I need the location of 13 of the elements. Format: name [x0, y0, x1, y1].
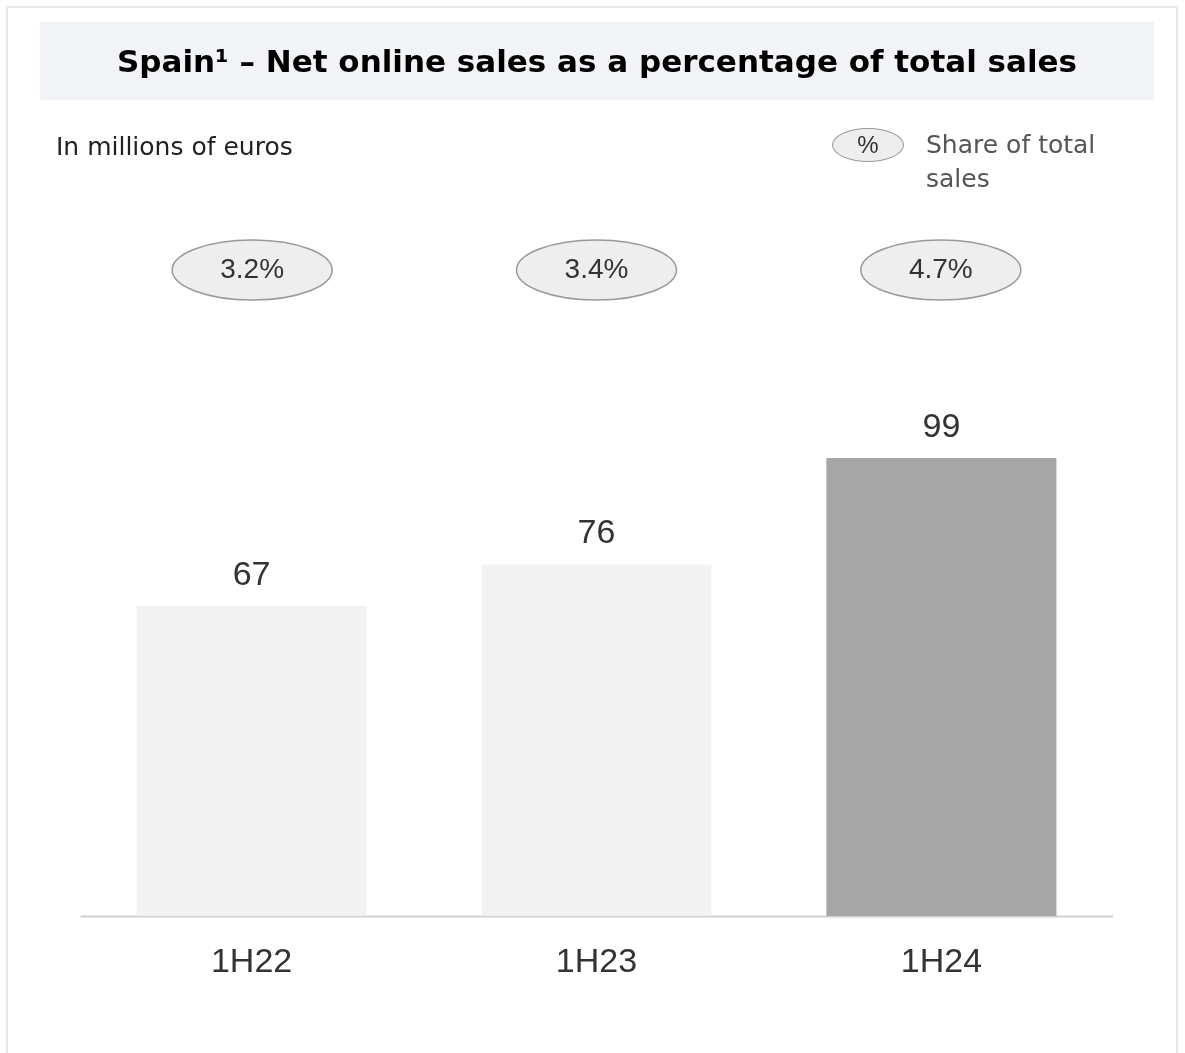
- x-tick-label: 1H24: [900, 940, 983, 979]
- data-label: 67: [232, 554, 271, 593]
- data-label: 76: [577, 512, 616, 551]
- text: 3.4%: [564, 253, 629, 284]
- text: 3.2%: [220, 253, 285, 284]
- text: 4.7%: [908, 253, 973, 284]
- x-tick-label: 1H22: [210, 940, 293, 979]
- data-label: 99: [922, 406, 961, 444]
- chart-subtitle: In millions of euros: [56, 132, 293, 161]
- text: Share of total sales: [926, 129, 1097, 195]
- ellipse-badge: %: [832, 128, 904, 162]
- chart-title: Spain¹ – Net online sales as a percentage of total sales: [40, 22, 1154, 100]
- x-tick-label: 1H23: [555, 940, 638, 979]
